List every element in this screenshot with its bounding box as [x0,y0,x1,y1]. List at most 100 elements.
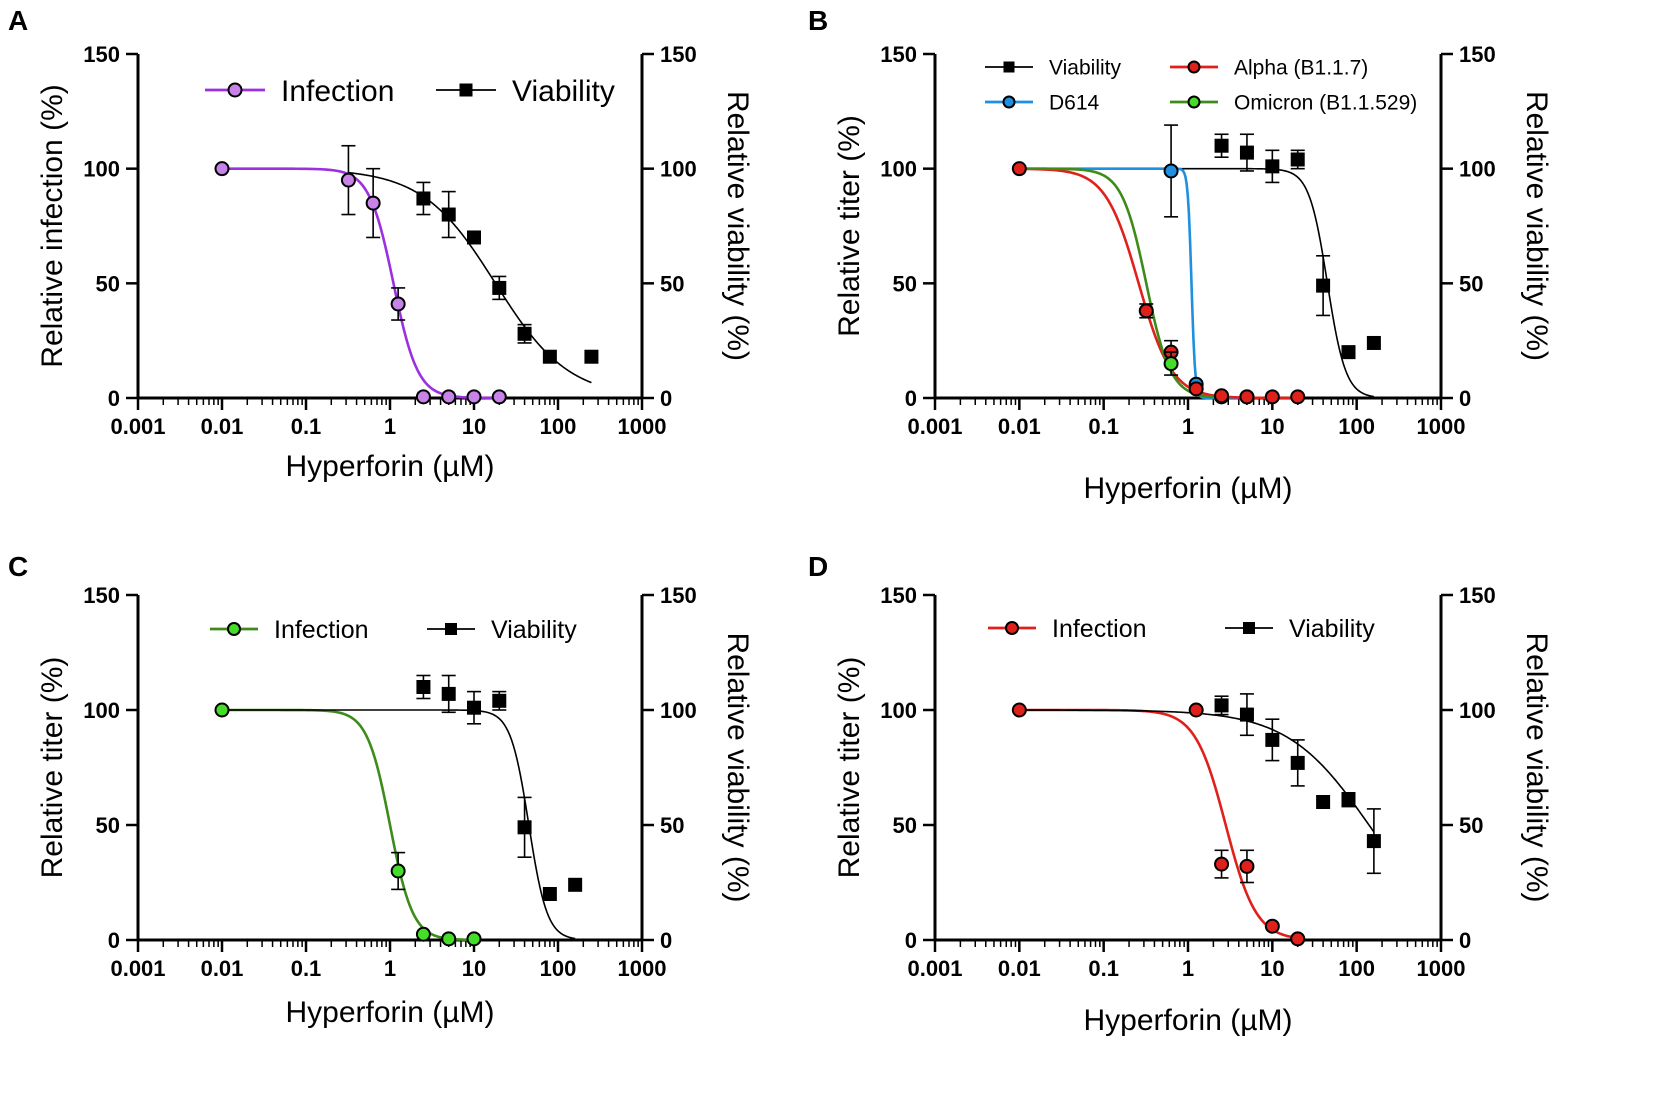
x-tick-label: 10 [1260,956,1284,981]
y-tick-label-right: 50 [660,813,684,838]
data-point-viability [1366,834,1381,849]
panel-letter: D [808,551,828,582]
x-tick-label: 0.1 [1088,956,1119,981]
y-tick-label-right: 50 [1459,271,1483,296]
y-tick-label-left: 0 [905,928,917,953]
fit-curve-viability [1171,167,1375,398]
x-tick-label: 0.1 [291,414,322,439]
legend-label: Viability [1049,57,1121,80]
data-point-alpha-b1-1-7- [1239,389,1255,405]
y-tick-label-left: 100 [83,698,120,723]
legend-marker [445,623,457,635]
data-point-viability [1214,698,1229,713]
legend-marker [1243,622,1255,634]
legend-marker [1005,621,1019,635]
y-axis-title-right: Relative viability (%) [721,91,754,361]
data-point-infection [441,931,457,947]
y-tick-label-right: 50 [1459,813,1483,838]
data-point-viability [1366,335,1381,350]
data-point-infection [390,296,406,312]
data-point-omicron-b1-1-529- [1163,356,1179,372]
data-point-viability [1214,138,1229,153]
data-point-alpha-b1-1-7- [1214,388,1230,404]
legend-label: Infection [274,616,369,644]
data-point-infection [1290,931,1306,947]
y-tick-label-right: 100 [660,157,697,182]
data-point-infection [365,195,381,211]
data-point-viability [492,280,507,295]
data-point-infection [1239,858,1255,874]
x-tick-label: 0.001 [110,414,165,439]
fit-curve-infection [1019,708,1298,940]
data-point-infection [466,931,482,947]
x-tick-label: 100 [1338,956,1375,981]
data-point-viability [1239,707,1254,722]
x-tick-label: 1 [1182,956,1194,981]
legend-label: Viability [512,75,615,108]
y-tick-label-left: 0 [108,928,120,953]
x-tick-label: 10 [462,414,486,439]
legend-item-viability: Viability [985,57,1121,80]
x-tick-label: 100 [1338,414,1375,439]
data-point-viability [467,230,481,245]
x-tick-label: 0.1 [1088,414,1119,439]
data-point-infection [340,172,356,188]
legend-item-viability: Viability [1225,615,1375,643]
panel-a: A 0 0 50 50 100 100 150 150 0.001 0.01 0.1 1 10 100 100… [8,5,754,483]
legend-item-d614: D614 [985,92,1100,115]
data-point-viability [568,877,583,892]
y-tick-label-left: 50 [893,813,917,838]
x-tick-label: 1 [384,956,396,981]
x-axis-title: Hyperforin (µM) [1084,1004,1293,1037]
legend-item-infection: Infection [988,615,1147,643]
panel-b: B 0 0 50 50 100 100 150 150 0.001 0.01 0.1 1 10 100 100… [808,5,1553,505]
x-tick-label: 0.001 [907,414,962,439]
y-tick-label-right: 0 [660,928,672,953]
legend-label: D614 [1049,92,1100,115]
panel-c: C 0 0 50 50 100 100 150 150 0.001 0.01 0.1 1 10 100 100… [8,551,754,1029]
data-point-infection [1011,702,1027,718]
x-tick-label: 0.01 [998,956,1041,981]
x-tick-label: 0.01 [201,414,244,439]
data-point-infection [415,926,431,942]
data-point-viability [441,686,456,701]
x-tick-label: 1 [1182,414,1194,439]
legend-marker [227,82,243,98]
y-tick-label-right: 50 [660,271,684,296]
data-point-viability [1265,732,1280,747]
legend-marker [1003,61,1015,73]
y-tick-label-left: 50 [96,813,120,838]
data-point-viability [467,700,481,715]
legend-item-alpha-b1-1-7-: Alpha (B1.1.7) [1170,57,1368,80]
panel-d: D 0 0 50 50 100 100 150 150 0.001 0.01 0.1 1 10 100 100… [808,551,1553,1037]
fit-curve-infection [222,708,475,942]
panel-letter: C [8,551,28,582]
data-point-viability [441,207,456,222]
x-tick-label: 1000 [618,956,667,981]
data-point-alpha-b1-1-7- [1011,161,1027,177]
data-point-alpha-b1-1-7- [1264,389,1280,405]
fit-curve-viability [222,709,576,940]
data-point-infection [390,863,406,879]
x-tick-label: 1000 [1417,956,1466,981]
x-tick-label: 100 [540,956,577,981]
data-point-infection [1264,918,1280,934]
y-tick-label-left: 150 [880,42,917,67]
x-tick-label: 0.001 [907,956,962,981]
x-axis-title: Hyperforin (µM) [286,450,495,483]
y-tick-label-left: 150 [83,583,120,608]
panel-letter: B [808,5,828,36]
data-point-viability [1341,792,1356,807]
data-point-infection [466,389,482,405]
y-axis-title-left: Relative titer (%) [36,657,69,879]
fit-curve-omicron-b1-1-529- [1019,167,1214,399]
data-point-infection [214,161,230,177]
data-point-viability [1316,278,1331,293]
x-axis-title: Hyperforin (µM) [286,996,495,1029]
y-tick-label-right: 0 [660,386,672,411]
x-tick-label: 0.001 [110,956,165,981]
y-tick-label-left: 100 [83,157,120,182]
legend-label: Viability [1289,615,1375,643]
data-point-viability [1265,159,1280,174]
